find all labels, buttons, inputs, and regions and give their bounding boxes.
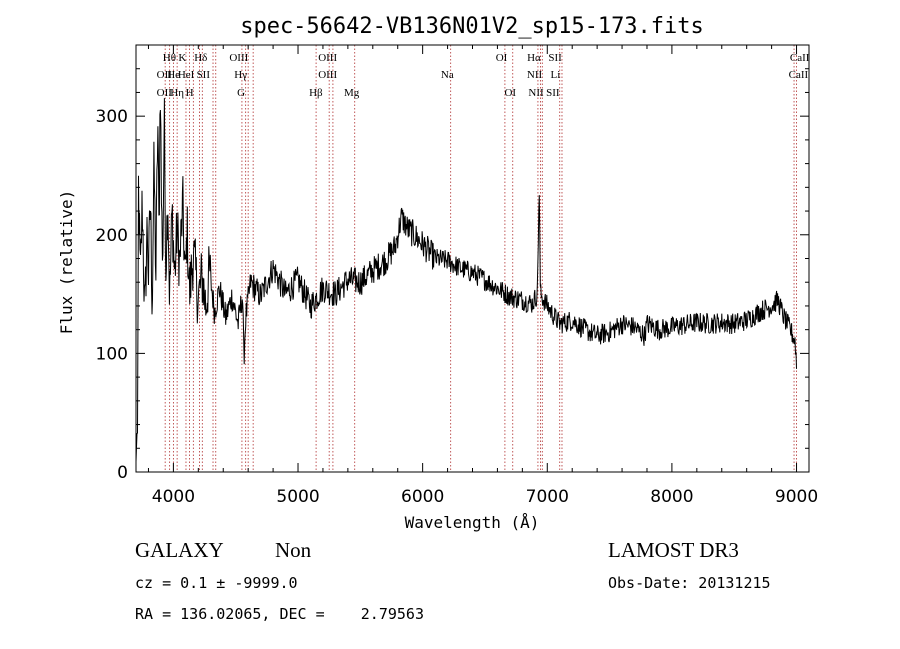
y-tick-label: 200	[96, 226, 128, 246]
line-id-label: OI	[496, 52, 508, 64]
x-tick-label: 4000	[152, 487, 195, 507]
line-id-label: OI	[504, 87, 516, 99]
line-labels: OII OII Hθ He Hη K HeI H Hδ SII OIII Hγ G Hβ OIII OIII M…	[157, 52, 810, 99]
y-tick-label: 100	[96, 344, 128, 364]
line-id-label: SII	[546, 87, 560, 99]
plot-frame	[135, 44, 810, 473]
line-id-label: Hα	[527, 52, 541, 64]
line-id-label: OIII	[229, 52, 248, 64]
line-id-label: K	[178, 52, 186, 64]
line-id-label: NII	[527, 69, 543, 81]
y-tick-label: 300	[96, 107, 128, 127]
object-class: GALAXY	[135, 538, 224, 562]
line-id-label: Hη	[170, 87, 184, 99]
line-id-label: CaII	[790, 52, 810, 64]
line-id-label: HeI	[178, 69, 195, 81]
line-id-label: Mg	[344, 87, 360, 99]
chart-title: spec-56642-VB136N01V2_sp15-173.fits	[240, 14, 704, 39]
line-id-label: SII	[548, 52, 562, 64]
line-id-label: He	[167, 69, 180, 81]
line-id-label: G	[237, 87, 245, 99]
line-id-label: OII	[157, 87, 173, 99]
line-id-label: H	[186, 87, 194, 99]
line-id-label: SII	[197, 69, 211, 81]
y-axis-label: Flux (relative)	[57, 190, 76, 335]
radec-text: RA = 136.02065, DEC = 2.79563	[135, 605, 424, 623]
x-tick-label: 9000	[775, 487, 818, 507]
survey-name: LAMOST DR3	[608, 538, 739, 562]
line-id-label: Hθ	[163, 52, 176, 64]
line-id-label: Na	[441, 69, 454, 81]
object-subclass: Non	[275, 538, 312, 562]
x-tick-label: 6000	[401, 487, 444, 507]
y-tick-label: 0	[117, 463, 128, 483]
line-id-label: Hδ	[194, 52, 207, 64]
line-id-label: NII	[528, 87, 544, 99]
line-markers	[164, 45, 797, 472]
x-tick-label: 5000	[276, 487, 319, 507]
line-id-label: CaII	[789, 69, 809, 81]
spectrum-line	[135, 98, 797, 462]
obs-date-text: Obs-Date: 20131215	[608, 574, 771, 592]
line-id-label: OIII	[318, 69, 337, 81]
redshift-text: cz = 0.1 ± -9999.0	[135, 574, 298, 592]
line-id-label: OII	[157, 69, 173, 81]
line-id-label: Li	[550, 69, 560, 81]
line-id-label: Hγ	[234, 69, 247, 81]
y-axis: 0 100 200 300	[96, 68, 809, 483]
line-id-label: Hβ	[309, 87, 323, 99]
x-axis-label: Wavelength (Å)	[405, 513, 540, 532]
x-tick-label: 7000	[526, 487, 569, 507]
plot-area: OII OII Hθ He Hη K HeI H Hδ SII OIII Hγ G Hβ OIII OIII M…	[135, 44, 810, 473]
x-axis: 4000 5000 6000 7000 8000 9000	[147, 45, 818, 507]
x-tick-label: 8000	[650, 487, 693, 507]
line-id-label: OIII	[318, 52, 337, 64]
